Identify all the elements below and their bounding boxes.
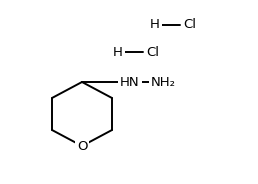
Text: NH₂: NH₂ bbox=[150, 75, 175, 89]
Text: HN: HN bbox=[120, 75, 140, 89]
Text: Cl: Cl bbox=[183, 19, 197, 31]
Text: Cl: Cl bbox=[147, 45, 159, 59]
Text: H: H bbox=[113, 45, 123, 59]
Text: O: O bbox=[77, 139, 87, 153]
Text: H: H bbox=[150, 19, 160, 31]
